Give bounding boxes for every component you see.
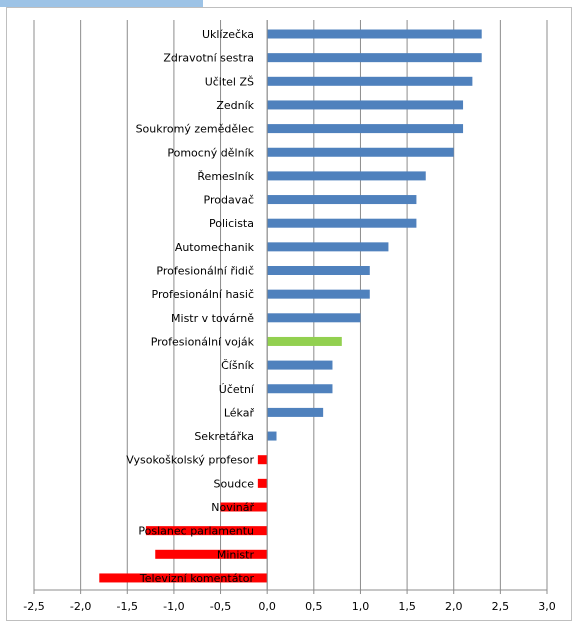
category-label: Účetní <box>219 383 255 396</box>
bar <box>267 336 342 346</box>
category-label: Ministr <box>217 548 255 561</box>
x-tick-label: 3,0 <box>538 600 556 613</box>
bar <box>267 124 464 134</box>
bar <box>267 218 417 228</box>
category-label: Pomocný dělník <box>167 146 254 159</box>
x-tick-label: -0,5 <box>210 600 231 613</box>
x-tick-label: -1,0 <box>163 600 184 613</box>
category-label: Lékař <box>224 406 255 419</box>
bar <box>267 313 361 323</box>
bar <box>257 478 268 488</box>
bar <box>267 431 277 441</box>
category-label: Soukromý zemědělec <box>136 123 254 136</box>
category-label: Novinář <box>211 501 254 514</box>
category-label: Televizní komentátor <box>139 572 255 585</box>
bar <box>267 76 473 86</box>
x-tick-label: 0,0 <box>258 600 276 613</box>
bar <box>257 455 268 465</box>
x-tick-label: -1,5 <box>117 600 138 613</box>
bar <box>220 502 268 512</box>
bar <box>99 573 268 583</box>
category-label: Uklízečka <box>202 28 254 41</box>
category-label: Policista <box>209 217 254 230</box>
category-label: Číšník <box>221 359 254 372</box>
bar <box>267 266 370 275</box>
category-label: Sekretářka <box>194 430 254 443</box>
x-tick-label: 2,5 <box>492 600 510 613</box>
category-label: Prodavač <box>204 194 254 207</box>
category-label: Profesionální řidič <box>156 265 254 278</box>
bar <box>267 384 333 394</box>
category-label: Zedník <box>216 99 254 112</box>
bar <box>267 407 324 417</box>
bar <box>267 195 417 205</box>
category-label: Řemeslník <box>197 170 254 183</box>
x-tick-label: -2,5 <box>23 600 44 613</box>
category-label: Mistr v továrně <box>171 312 254 325</box>
category-label: Zdravotní sestra <box>163 52 254 65</box>
window-tab-accent <box>0 0 203 7</box>
x-tick-label: 0,5 <box>305 600 323 613</box>
category-label: Automechanik <box>175 241 255 254</box>
x-tick-label: 2,0 <box>445 600 463 613</box>
bar <box>155 549 268 559</box>
category-label: Poslanec parlamentu <box>138 525 254 538</box>
bar <box>267 360 333 370</box>
bar <box>267 242 389 252</box>
category-label: Učitel ZŠ <box>205 75 254 88</box>
chart-frame <box>6 7 572 621</box>
category-label: Vysokoškolský profesor <box>126 454 254 467</box>
bar <box>267 147 454 157</box>
x-tick-label: 1,0 <box>352 600 370 613</box>
category-label: Profesionální voják <box>151 335 255 348</box>
bar <box>267 289 370 299</box>
x-tick-label: 1,5 <box>398 600 416 613</box>
bar <box>267 100 464 110</box>
bar <box>267 171 426 181</box>
bar <box>145 526 268 536</box>
x-tick-label: -2,0 <box>70 600 91 613</box>
bar <box>267 53 482 63</box>
category-label: Soudce <box>214 477 255 490</box>
category-label: Profesionální hasič <box>152 288 254 301</box>
bar <box>267 29 482 39</box>
